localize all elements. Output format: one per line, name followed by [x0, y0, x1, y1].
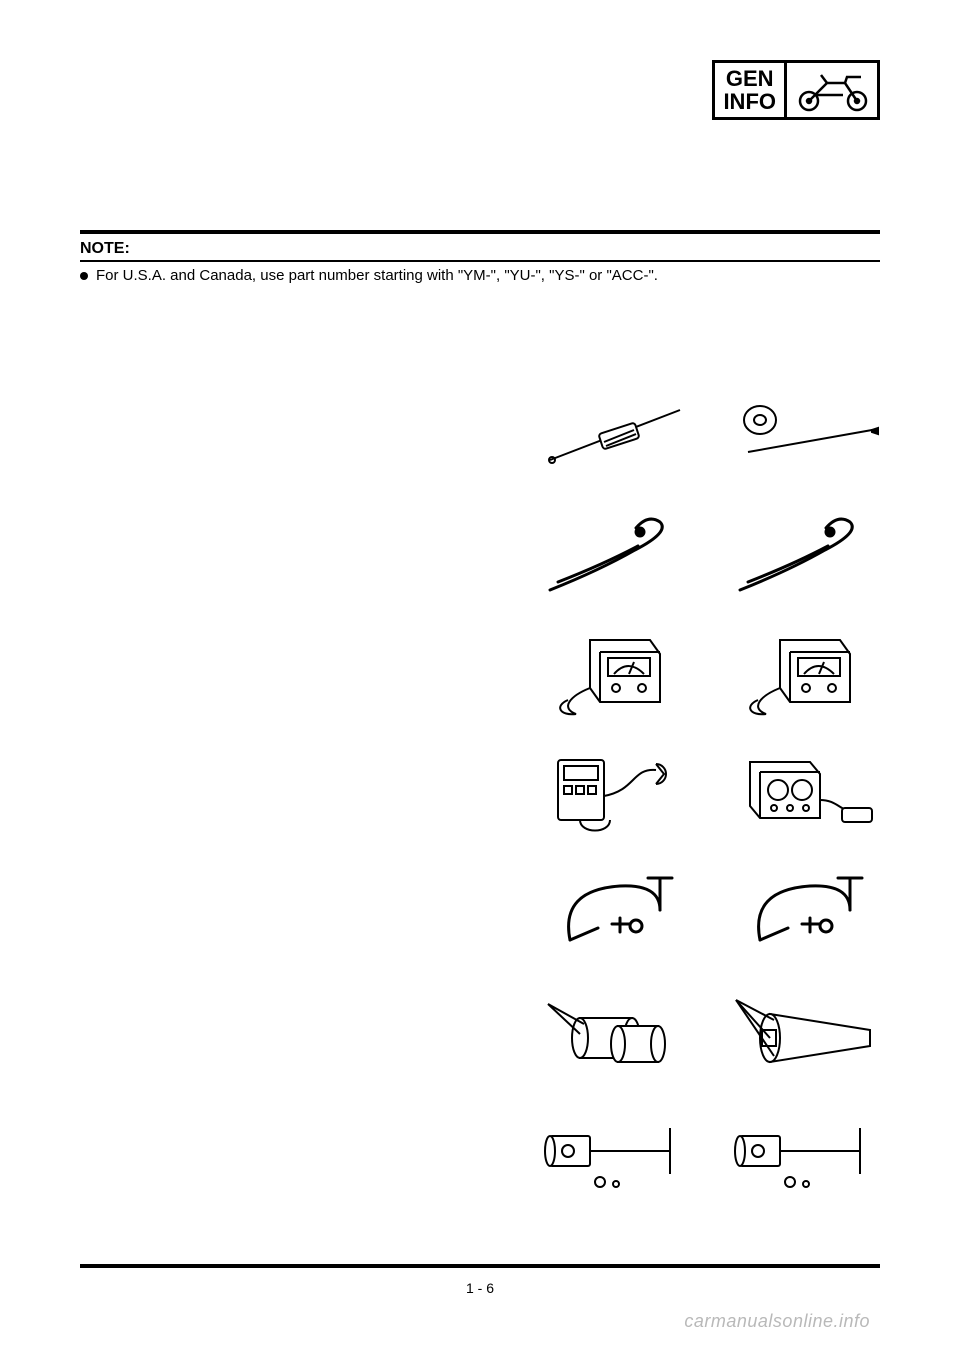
tool-meter-box [540, 630, 690, 720]
tool-c-clamp [730, 870, 880, 960]
note-block: NOTE: For U.S.A. and Canada, use part nu… [80, 230, 880, 296]
tool-rod-with-disc [730, 390, 880, 480]
page-number: 1 - 6 [0, 1280, 960, 1296]
tool-hook-wrench [730, 510, 880, 600]
motorcycle-icon [787, 63, 877, 117]
bullet-icon [80, 272, 88, 280]
note-bullet-text: For U.S.A. and Canada, use part number s… [96, 267, 658, 284]
tool-meter-with-pad [730, 750, 880, 840]
tool-rod-with-grip [540, 390, 690, 480]
illustration-row [540, 390, 900, 480]
header-badge: GEN INFO [712, 60, 880, 120]
illustration-row [540, 870, 900, 960]
badge-line2: INFO [723, 90, 776, 113]
note-label: NOTE: [80, 234, 880, 260]
watermark: carmanualsonline.info [684, 1311, 870, 1332]
illustration-row [540, 630, 900, 720]
illustration-row [540, 510, 900, 600]
tool-slide-hammer [540, 1110, 690, 1200]
tool-meter-box [730, 630, 880, 720]
illustration-grid [540, 390, 900, 1230]
footer-rule [80, 1264, 880, 1268]
illustration-row [540, 750, 900, 840]
tool-slide-hammer [730, 1110, 880, 1200]
badge-line1: GEN [723, 67, 776, 90]
note-text: For U.S.A. and Canada, use part number s… [80, 262, 880, 296]
illustration-row [540, 1110, 900, 1200]
tool-hook-wrench [540, 510, 690, 600]
tool-c-clamp [540, 870, 690, 960]
illustration-row [540, 990, 900, 1080]
badge-label: GEN INFO [715, 63, 787, 117]
tool-tach-with-clamp [540, 750, 690, 840]
tool-cone-socket [730, 990, 880, 1080]
tool-two-cylinders [540, 990, 690, 1080]
